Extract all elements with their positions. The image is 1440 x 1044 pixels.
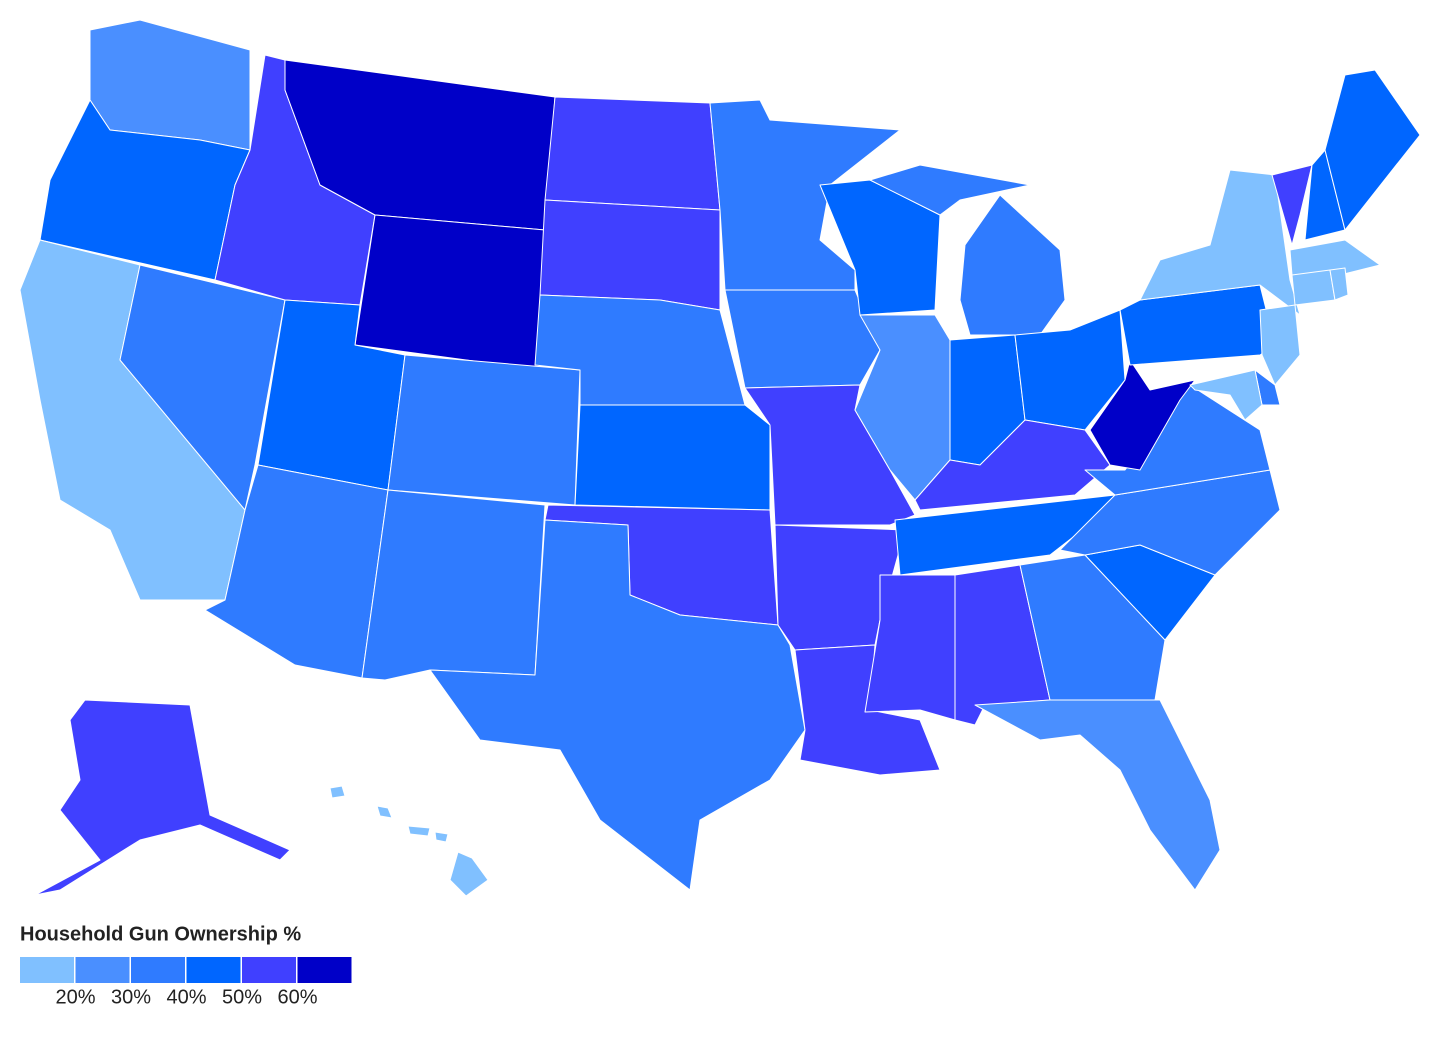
state [744, 384, 916, 526]
legend-swatch [75, 957, 130, 983]
state [959, 194, 1066, 336]
state [724, 289, 881, 389]
legend-tick-label: 60% [277, 986, 317, 1008]
state [407, 825, 431, 837]
state [376, 805, 393, 819]
state [387, 354, 581, 506]
state [434, 831, 449, 843]
state [354, 214, 546, 371]
state [914, 419, 1111, 511]
state [539, 199, 721, 311]
legend-tick-label: 50% [222, 986, 262, 1008]
state [544, 96, 721, 211]
state [1139, 169, 1301, 316]
legend-swatch [242, 957, 296, 983]
legend: 20% 30% 40% 50% 60% [20, 957, 352, 1008]
state [119, 264, 286, 511]
state [429, 519, 806, 891]
state [974, 699, 1221, 891]
state [361, 489, 546, 681]
state [449, 851, 489, 897]
legend-swatch [20, 957, 74, 983]
state [1291, 269, 1336, 306]
state [329, 785, 346, 799]
state [574, 404, 771, 511]
state [1089, 359, 1196, 471]
state [1271, 164, 1313, 246]
states [19, 19, 1421, 897]
legend-tick-label: 30% [111, 986, 151, 1008]
state [1324, 69, 1421, 231]
legend-tick-label: 40% [166, 986, 206, 1008]
legend-title: Household Gun Ownership % [20, 923, 301, 945]
state [1289, 239, 1381, 276]
legend-swatch [297, 957, 352, 983]
state [1259, 304, 1301, 386]
state [869, 164, 1031, 216]
state [1019, 554, 1166, 701]
legend-tick-label: 20% [55, 986, 95, 1008]
legend-swatch [186, 957, 241, 983]
state [1189, 369, 1263, 421]
legend-swatch [131, 957, 185, 983]
state [709, 99, 901, 291]
state [34, 699, 291, 896]
state [1329, 267, 1349, 301]
